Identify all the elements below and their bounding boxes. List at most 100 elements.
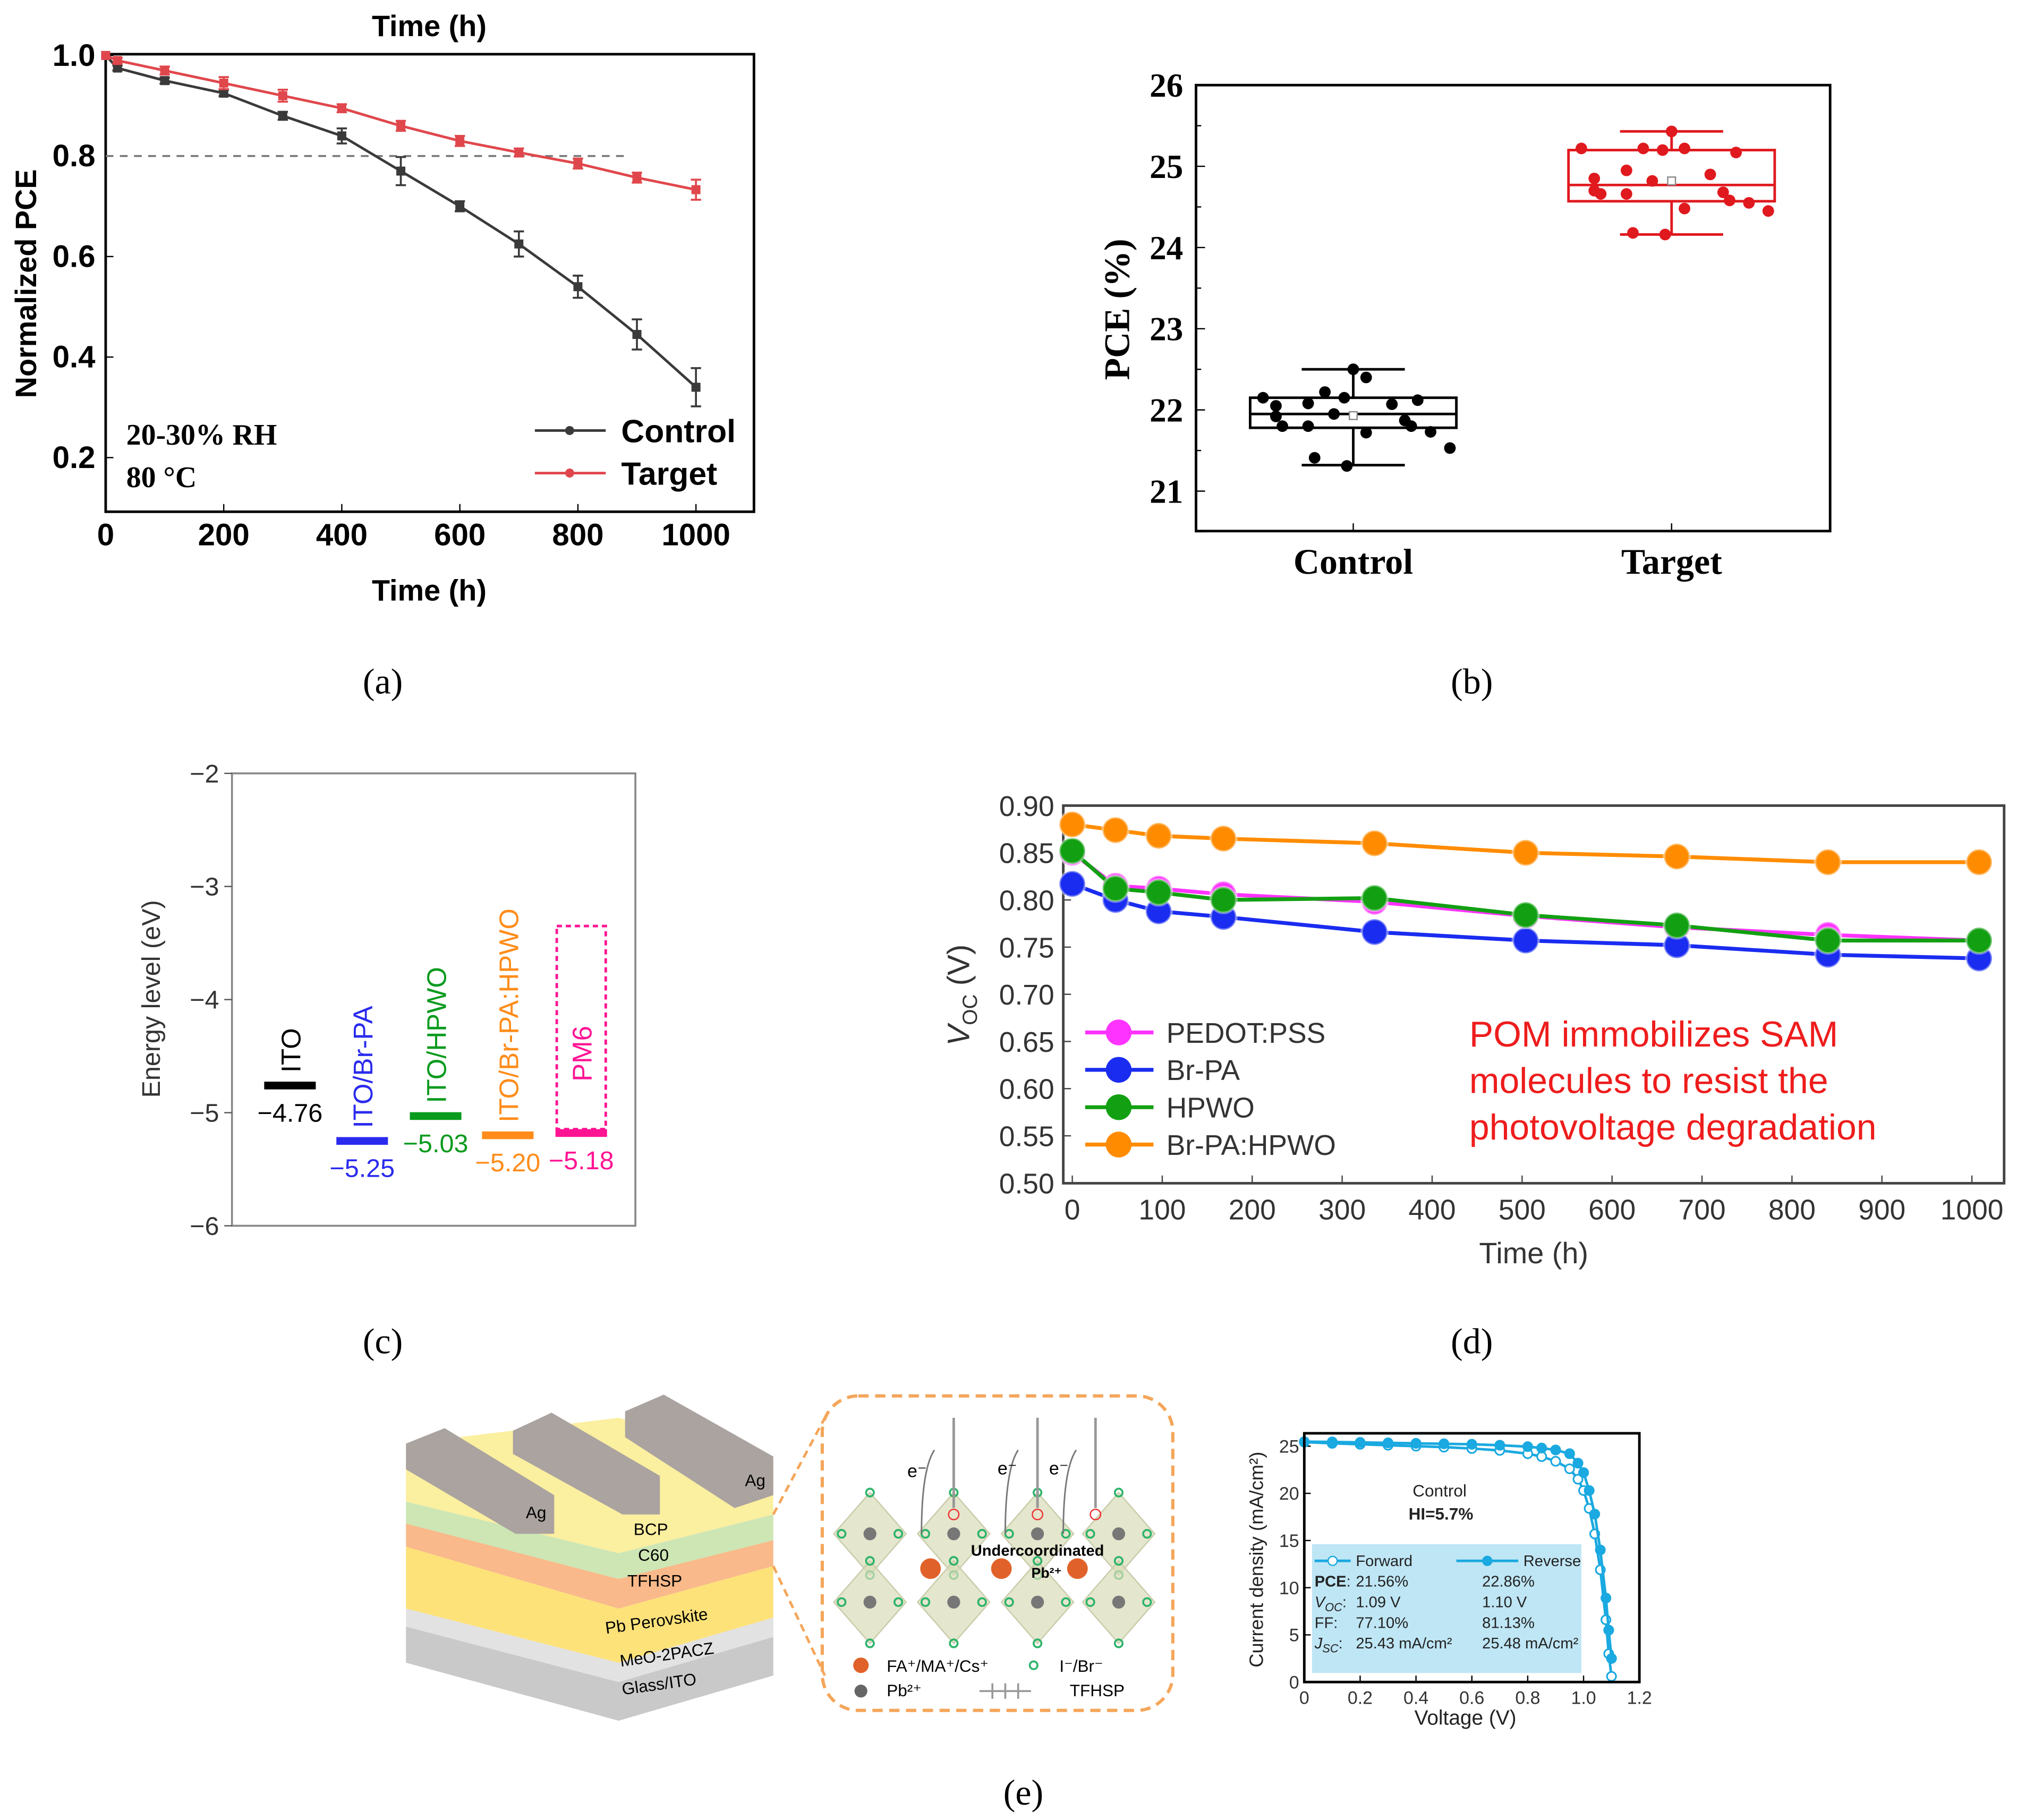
panel-e-interface-inset: e⁻ e⁻ e⁻ Undercoordinated Pb²⁺ FA⁺/MA⁺/C…	[820, 1394, 1175, 1712]
data-point	[1730, 147, 1742, 159]
panel-e-device-diagram: Ag Ag BCP C60 TFHSP Pb Perovskite MeO-2P…	[406, 1394, 826, 1721]
plot-frame	[1303, 1432, 1641, 1683]
data-point	[1564, 1463, 1575, 1474]
data-point	[278, 111, 287, 121]
y-axis-title-symbol: V	[942, 1023, 976, 1046]
parameter-name: JSC:	[1314, 1635, 1343, 1655]
data-point	[632, 330, 642, 339]
data-point	[1743, 197, 1755, 209]
y-tick-label: 0.55	[999, 1121, 1054, 1152]
colon: :	[1339, 1635, 1343, 1652]
y-tick-label: 21	[1150, 473, 1183, 510]
y-tick-label: 26	[1150, 67, 1183, 104]
y-axis-title-unit: (V)	[942, 945, 976, 994]
data-point	[1319, 386, 1331, 398]
y-tick-label: 0.75	[999, 932, 1054, 964]
x-tick-label: 200	[1229, 1194, 1276, 1226]
parameter-name: PCE:	[1315, 1574, 1351, 1591]
x-tick-label: 0.6	[1459, 1688, 1484, 1708]
data-point	[1572, 1458, 1584, 1469]
data-point	[573, 282, 583, 292]
data-point	[1511, 926, 1540, 955]
ag-electrode	[406, 1428, 555, 1534]
legend-label: Forward	[1356, 1553, 1412, 1570]
electron-path-arrow	[921, 1449, 935, 1534]
data-point	[1724, 194, 1735, 207]
halide-ion	[1032, 1556, 1043, 1566]
forward-value: 25.43 mA/cm²	[1356, 1635, 1452, 1652]
data-point	[455, 201, 465, 211]
parameter-symbol: PCE	[1315, 1574, 1347, 1591]
energy-level-bar	[482, 1131, 534, 1139]
data-point	[1382, 1438, 1394, 1449]
legend-label: Reverse	[1524, 1553, 1581, 1570]
data-point	[337, 104, 346, 113]
legend-tfhsp: TFHSP	[1070, 1681, 1125, 1700]
parameter-symbol: J	[1314, 1635, 1323, 1652]
data-point	[1704, 168, 1716, 181]
x-tick-label: 400	[1408, 1194, 1456, 1226]
data-point	[1589, 1509, 1601, 1520]
panel-b-pce-boxplot: 21 22 23 24 25 26 PCE (%) Control Target	[1096, 67, 1832, 582]
electron-label: e⁻	[998, 1459, 1017, 1479]
x-axis-title: Time (h)	[372, 574, 487, 607]
x-tick-label: 800	[1768, 1194, 1816, 1226]
data-point	[1360, 917, 1389, 947]
whiskers	[1301, 368, 1405, 466]
data-point	[1717, 186, 1729, 198]
zoom-connector	[772, 1565, 826, 1677]
y-tick-label: 20	[1279, 1484, 1299, 1504]
halide-ion	[1085, 1597, 1095, 1607]
parameter-subscript: SC	[1322, 1642, 1339, 1655]
data-point	[1101, 815, 1130, 845]
y-axis-title: VOC (V)	[942, 945, 982, 1046]
forward-value: 77.10%	[1356, 1614, 1408, 1631]
data-point	[1386, 398, 1398, 410]
pb-ion	[947, 1595, 960, 1609]
data-point	[1584, 1485, 1595, 1496]
data-point	[1466, 1439, 1477, 1450]
material-label: ITO/Br-PA	[348, 1006, 378, 1128]
iqr-box	[1567, 149, 1776, 203]
data-point	[1410, 1438, 1422, 1449]
halide-ion	[920, 1597, 931, 1607]
data-point	[1360, 883, 1389, 913]
legend-marker	[1105, 1019, 1132, 1045]
halide-ion	[1061, 1529, 1071, 1539]
data-point	[1405, 420, 1417, 432]
material-label: ITO	[276, 1028, 306, 1073]
panel-a-stability-chart: 0 200 400 600 800 1000 0.2 0.4 0.6 0.8 1.0 Time (h)…	[9, 9, 755, 607]
panel-c-energy-level-chart: −2 −3 −4 −5 −6 Energy level (eV) −4.76 ITO −5.25…	[137, 760, 636, 1240]
x-tick-label: 900	[1858, 1194, 1905, 1226]
ag-label: Ag	[745, 1471, 765, 1490]
data-point	[1058, 810, 1087, 839]
x-tick-label: 1.0	[1571, 1688, 1596, 1708]
halide-ion	[949, 1556, 959, 1566]
pb-ion	[863, 1595, 876, 1609]
x-tick-label: 0.8	[1515, 1688, 1540, 1708]
legend-label: Control	[621, 413, 736, 449]
data-point	[1058, 870, 1087, 898]
data-point	[337, 131, 346, 141]
pb-ion	[1112, 1527, 1126, 1541]
ag-electrode	[625, 1394, 773, 1508]
legend-marker	[565, 469, 574, 478]
data-point	[691, 382, 701, 392]
data-point	[1550, 1456, 1561, 1467]
x-tick-label: Control	[1293, 541, 1413, 582]
data-point	[1494, 1440, 1505, 1451]
energy-value-label: −5.03	[403, 1129, 469, 1158]
reverse-value: 22.86%	[1482, 1574, 1535, 1591]
halide-legend-icon	[1028, 1660, 1039, 1670]
plot-frame	[104, 53, 755, 513]
halide-ion	[837, 1597, 847, 1607]
series-line-control	[105, 54, 697, 388]
data-point	[1637, 142, 1649, 155]
data-point	[1522, 1441, 1533, 1452]
x-axis-title: Time (h)	[1479, 1236, 1588, 1270]
y-tick-label: 24	[1150, 229, 1183, 267]
electron-label: e⁻	[1049, 1459, 1069, 1479]
data-point	[1308, 452, 1321, 464]
y-tick-label: 25	[1150, 148, 1183, 185]
layer-label: BCP	[634, 1520, 668, 1539]
